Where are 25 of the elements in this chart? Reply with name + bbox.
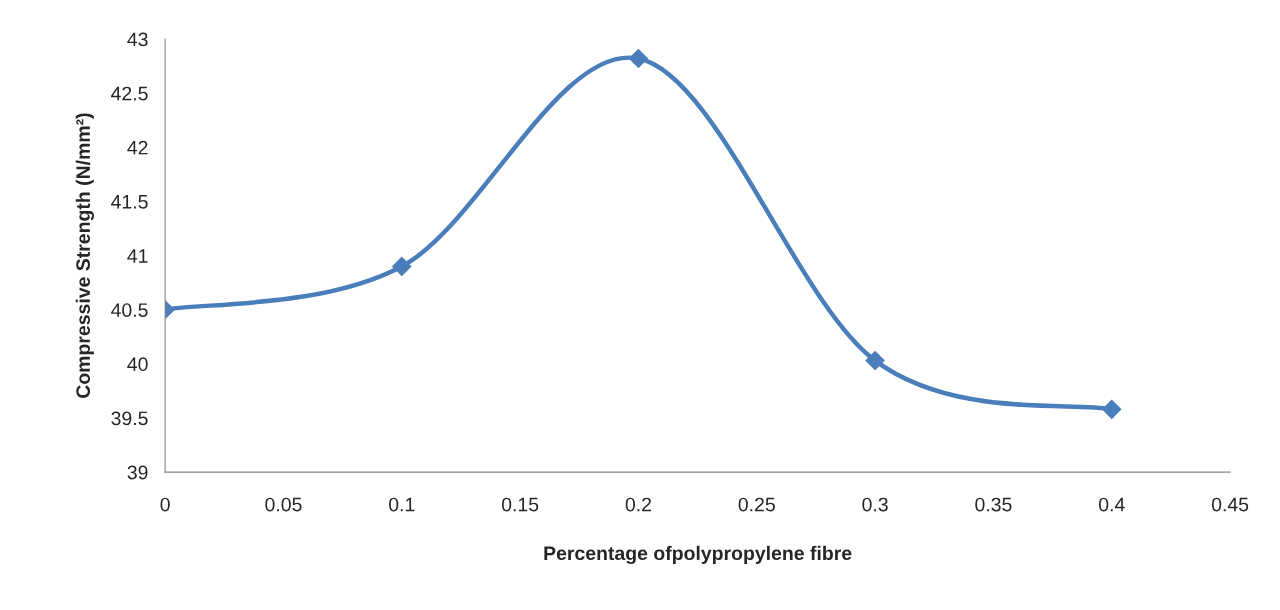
y-tick-label: 42.5 [111, 86, 148, 101]
y-tick-label: 42 [127, 140, 148, 155]
x-tick-label: 0 [160, 497, 170, 512]
point [392, 256, 412, 276]
x-tick-label: 0.45 [1211, 497, 1249, 512]
x-tick-label: 0.3 [862, 497, 888, 512]
y-tick-label: 39.5 [111, 411, 148, 426]
point [628, 48, 648, 69]
y-tick-label: 40 [127, 357, 148, 372]
y-tick-label: 43 [127, 32, 148, 47]
x-axis-title: Percentage ofpolypropylene fibre [544, 545, 852, 565]
x-tick-label: 0.05 [265, 497, 302, 512]
x-tick-label: 0.35 [975, 497, 1012, 512]
y-tick-label: 40.5 [111, 303, 148, 317]
x-tick-label: 0.2 [625, 497, 651, 512]
y-tick-label: 39 [127, 465, 148, 480]
point [865, 351, 885, 371]
y-tick-label: 41.5 [111, 195, 148, 209]
x-tick-label: 0.25 [738, 497, 775, 512]
y-axis-title: Compressive Strength (N/mm²) [75, 113, 94, 398]
x-tick-label: 0.15 [501, 497, 539, 512]
point [1102, 399, 1122, 419]
x-tick-label: 0.4 [1099, 497, 1125, 512]
x-tick-label: 0.1 [389, 497, 415, 512]
y-tick-label: 41 [127, 249, 148, 263]
